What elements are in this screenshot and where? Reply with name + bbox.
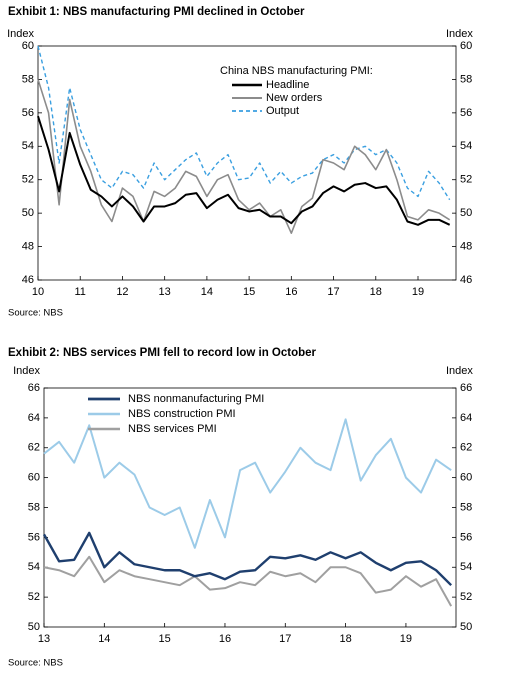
y2-tick-label: 66 bbox=[460, 382, 472, 394]
y2-tick-label: 60 bbox=[460, 40, 472, 52]
y2-tick-label: 52 bbox=[460, 591, 472, 603]
series-line bbox=[42, 531, 453, 587]
y-tick-label: 46 bbox=[22, 274, 34, 286]
y2-tick-label: 62 bbox=[460, 442, 472, 454]
y-tick-label: 56 bbox=[22, 107, 34, 119]
x-tick-label: 19 bbox=[412, 286, 424, 298]
legend-label: NBS construction PMI bbox=[128, 408, 236, 420]
source: Source: NBS bbox=[8, 308, 63, 319]
plot-frame bbox=[37, 45, 457, 281]
x-tick-label: 15 bbox=[243, 286, 255, 298]
y2-axis-label: Index bbox=[446, 28, 473, 40]
x-tick-label: 12 bbox=[116, 286, 128, 298]
source: Source: NBS bbox=[8, 658, 63, 669]
y-axis-label: Index bbox=[13, 365, 40, 377]
y2-tick-label: 48 bbox=[460, 240, 472, 252]
x-tick-label: 17 bbox=[327, 286, 339, 298]
y2-tick-label: 54 bbox=[460, 561, 472, 573]
y-tick-label: 62 bbox=[28, 442, 40, 454]
x-tick-label: 18 bbox=[370, 286, 382, 298]
x-tick-label: 13 bbox=[159, 286, 171, 298]
series-line bbox=[43, 418, 452, 549]
y2-tick-label: 60 bbox=[460, 472, 472, 484]
legend-label: New orders bbox=[266, 92, 323, 104]
chart-title: Exhibit 1: NBS manufacturing PMI decline… bbox=[8, 6, 305, 18]
y2-tick-label: 46 bbox=[460, 274, 472, 286]
y-tick-label: 58 bbox=[28, 501, 40, 513]
legend-title: China NBS manufacturing PMI: bbox=[220, 65, 373, 77]
legend-label: Headline bbox=[266, 79, 309, 91]
legend-label: NBS nonmanufacturing PMI bbox=[128, 393, 264, 405]
y-tick-label: 52 bbox=[22, 174, 34, 186]
legend-label: NBS services PMI bbox=[128, 423, 217, 435]
legend-label: Output bbox=[266, 105, 299, 117]
series-line bbox=[37, 45, 451, 201]
y-tick-label: 66 bbox=[28, 382, 40, 394]
y-tick-label: 56 bbox=[28, 531, 40, 543]
y2-tick-label: 64 bbox=[460, 412, 472, 424]
x-tick-label: 17 bbox=[279, 633, 291, 645]
y2-tick-label: 52 bbox=[460, 174, 472, 186]
x-tick-label: 16 bbox=[285, 286, 297, 298]
y2-tick-label: 56 bbox=[460, 107, 472, 119]
y-tick-label: 50 bbox=[28, 621, 40, 633]
x-tick-label: 16 bbox=[219, 633, 231, 645]
plot-frame bbox=[43, 387, 457, 628]
y-tick-label: 64 bbox=[28, 412, 40, 424]
y2-tick-label: 58 bbox=[460, 73, 472, 85]
y2-tick-label: 50 bbox=[460, 207, 472, 219]
x-tick-label: 15 bbox=[159, 633, 171, 645]
y2-axis-label: Index bbox=[446, 365, 473, 377]
y-tick-label: 60 bbox=[28, 472, 40, 484]
y2-tick-label: 54 bbox=[460, 140, 472, 152]
y-tick-label: 50 bbox=[22, 207, 34, 219]
y2-tick-label: 56 bbox=[460, 531, 472, 543]
y-axis-label: Index bbox=[7, 28, 34, 40]
y-tick-label: 54 bbox=[22, 140, 34, 152]
y-tick-label: 52 bbox=[28, 591, 40, 603]
x-tick-label: 19 bbox=[400, 633, 412, 645]
y-tick-label: 58 bbox=[22, 73, 34, 85]
series-line bbox=[43, 555, 453, 607]
y-tick-label: 48 bbox=[22, 240, 34, 252]
series-line bbox=[37, 79, 451, 234]
y-tick-label: 54 bbox=[28, 561, 40, 573]
y2-tick-label: 50 bbox=[460, 621, 472, 633]
series-line bbox=[37, 115, 451, 226]
y-tick-label: 60 bbox=[22, 40, 34, 52]
x-tick-label: 18 bbox=[339, 633, 351, 645]
y2-tick-label: 58 bbox=[460, 501, 472, 513]
x-tick-label: 13 bbox=[38, 633, 50, 645]
x-tick-label: 11 bbox=[75, 286, 86, 298]
chart-title: Exhibit 2: NBS services PMI fell to reco… bbox=[8, 347, 317, 359]
x-tick-label: 14 bbox=[98, 633, 110, 645]
x-tick-label: 10 bbox=[32, 286, 44, 298]
x-tick-label: 14 bbox=[201, 286, 213, 298]
